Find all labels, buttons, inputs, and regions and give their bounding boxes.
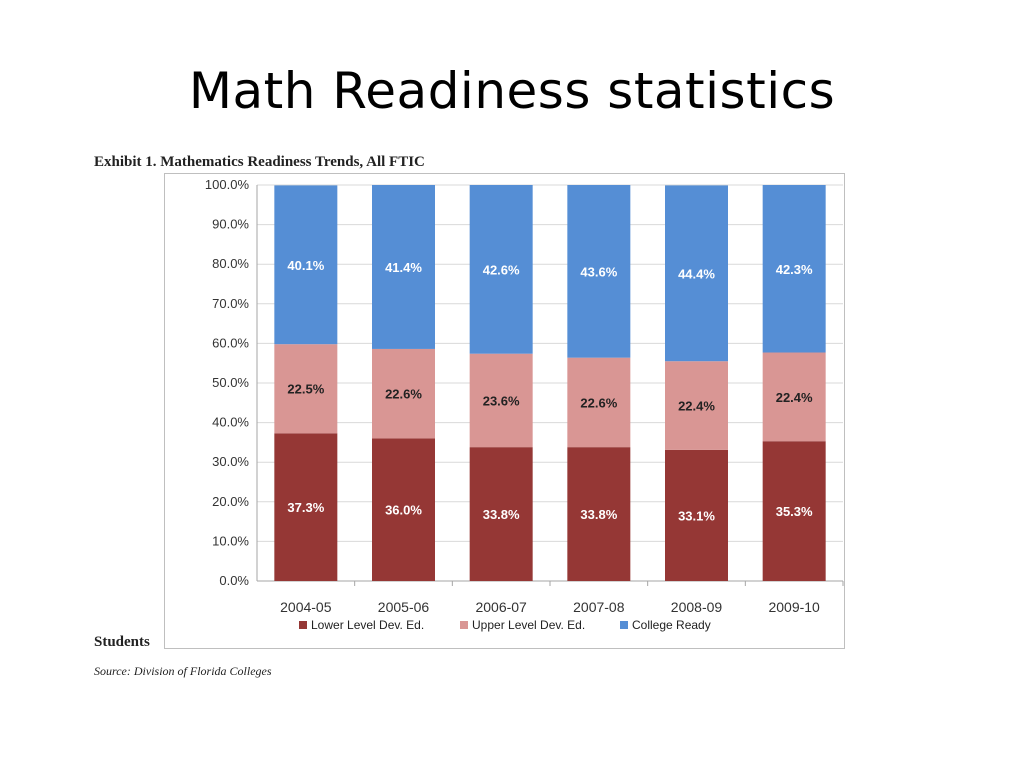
y-tick-label: 50.0% — [212, 375, 249, 390]
bar-segment — [274, 185, 338, 345]
y-tick-label: 100.0% — [205, 177, 250, 192]
bar-segment — [665, 361, 728, 450]
bar-segment — [469, 353, 533, 448]
bar-segment — [762, 185, 826, 353]
data-label: 37.3% — [287, 500, 324, 515]
data-label: 22.4% — [678, 399, 715, 414]
data-label: 44.4% — [678, 266, 715, 281]
bar-segment — [762, 352, 826, 442]
data-label: 36.0% — [385, 503, 422, 518]
y-tick-label: 70.0% — [212, 296, 249, 311]
bar-segment — [665, 449, 728, 581]
legend-label: Lower Level Dev. Ed. — [311, 618, 424, 632]
y-tick-label: 80.0% — [212, 256, 249, 271]
data-label: 33.1% — [678, 508, 715, 523]
legend-swatch — [620, 621, 628, 629]
legend-label: Upper Level Dev. Ed. — [472, 618, 585, 632]
legend-swatch — [460, 621, 468, 629]
students-label: Students — [94, 634, 150, 650]
bar-segment — [567, 357, 631, 448]
x-tick-label: 2009-10 — [768, 599, 820, 615]
y-tick-label: 10.0% — [212, 533, 249, 548]
data-label: 22.5% — [287, 382, 324, 397]
bar-segment — [372, 185, 435, 349]
bar-segment — [469, 447, 533, 581]
data-label: 40.1% — [287, 258, 324, 273]
x-tick-label: 2004-05 — [280, 599, 332, 615]
data-label: 42.6% — [483, 262, 520, 277]
bar-segment — [567, 185, 631, 358]
bar-segment — [469, 185, 533, 354]
y-tick-label: 40.0% — [212, 415, 249, 430]
y-tick-label: 0.0% — [219, 573, 249, 588]
y-tick-label: 30.0% — [212, 454, 249, 469]
bar-segment — [372, 348, 435, 439]
bar-segment — [372, 438, 435, 581]
bar-segment — [665, 185, 728, 362]
x-tick-label: 2005-06 — [378, 599, 430, 615]
bar-segment — [274, 344, 338, 434]
data-label: 22.6% — [385, 387, 422, 402]
data-label: 22.6% — [580, 395, 617, 410]
stacked-bar-chart: 0.0% 10.0% 20.0% 30.0% 40.0% 50.0% 60.0% 70.0% 8… — [205, 177, 844, 632]
data-label: 43.6% — [580, 264, 617, 279]
x-tick-label: 2006-07 — [475, 599, 527, 615]
data-label: 22.4% — [776, 390, 813, 405]
exhibit-title: Exhibit 1. Mathematics Readiness Trends,… — [94, 154, 425, 170]
y-tick-label: 90.0% — [212, 217, 249, 232]
x-tick-label: 2008-09 — [671, 599, 723, 615]
bar-segment — [567, 447, 631, 581]
legend-swatch — [299, 621, 307, 629]
data-label: 33.8% — [483, 507, 520, 522]
legend-label: College Ready — [632, 618, 711, 632]
data-label: 41.4% — [385, 260, 422, 275]
bar-segment — [762, 441, 826, 581]
data-label: 42.3% — [776, 262, 813, 277]
bar-segment — [274, 433, 338, 581]
source-note: Source: Division of Florida Colleges — [94, 664, 272, 678]
data-label: 23.6% — [483, 393, 520, 408]
data-label: 33.8% — [580, 507, 617, 522]
x-tick-label: 2007-08 — [573, 599, 625, 615]
y-tick-label: 60.0% — [212, 335, 249, 350]
slide-title: Math Readiness statistics — [188, 62, 836, 120]
y-tick-label: 20.0% — [212, 494, 249, 509]
data-label: 35.3% — [776, 504, 813, 519]
chart-frame: 0.0% 10.0% 20.0% 30.0% 40.0% 50.0% 60.0% 70.0% 8… — [164, 173, 845, 649]
